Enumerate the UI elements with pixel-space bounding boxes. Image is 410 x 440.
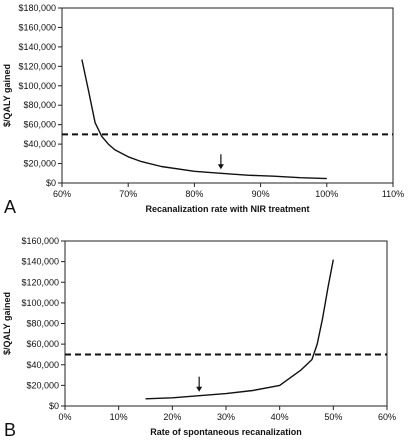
- y-tick-label: $40,000: [26, 360, 59, 370]
- x-tick-label: 60%: [53, 189, 71, 199]
- x-tick-label: 50%: [324, 412, 342, 422]
- panel-letter-b: B: [4, 420, 16, 440]
- y-tick-label: $0: [46, 178, 56, 188]
- arrow-head: [196, 386, 203, 392]
- y-tick-label: $60,000: [23, 120, 56, 130]
- y-tick-label: $80,000: [26, 319, 59, 329]
- x-tick-label: 20%: [163, 412, 181, 422]
- x-tick-label: 90%: [252, 189, 270, 199]
- plot-frame: [61, 7, 394, 184]
- panel-letter-a: A: [4, 197, 16, 217]
- x-tick-label: 40%: [271, 412, 289, 422]
- y-tick-label: $40,000: [23, 139, 56, 149]
- y-tick-label: $60,000: [26, 339, 59, 349]
- arrow-head: [217, 164, 224, 170]
- y-tick-label: $100,000: [21, 298, 59, 308]
- y-tick-label: $100,000: [18, 81, 56, 91]
- x-tick-label: 110%: [382, 189, 404, 199]
- x-axis-label: Rate of spontaneous recanalization: [150, 427, 302, 437]
- plot-frame: [64, 240, 388, 407]
- series-line: [145, 259, 334, 400]
- y-tick-label: $180,000: [18, 3, 56, 13]
- y-tick-label: $120,000: [18, 61, 56, 71]
- y-axis-label: $/QALY gained: [2, 292, 12, 355]
- x-axis-label: Recanalization rate with NIR treatment: [145, 204, 309, 214]
- x-tick-label: 30%: [217, 412, 235, 422]
- x-tick-label: 80%: [185, 189, 203, 199]
- series-line: [81, 59, 327, 180]
- y-tick-label: $0: [49, 401, 59, 411]
- x-tick-label: 100%: [315, 189, 338, 199]
- y-axis-label: $/QALY gained: [2, 64, 12, 127]
- y-tick-label: $120,000: [21, 277, 59, 287]
- panel-a-chart: $0 $20,000 $40,000 $60,000 $80,000 $100,000 $1…: [2, 3, 404, 214]
- y-tick-label: $20,000: [23, 159, 56, 169]
- y-tick-label: $160,000: [21, 236, 59, 246]
- x-tick-label: 60%: [378, 412, 396, 422]
- x-tick-label: 10%: [110, 412, 128, 422]
- y-tick-label: $140,000: [21, 257, 59, 267]
- x-tick-label: 70%: [119, 189, 137, 199]
- x-tick-label: 0%: [58, 412, 71, 422]
- y-tick-label: $80,000: [23, 100, 56, 110]
- panel-b-chart: $0 $20,000 $40,000 $60,000 $80,000 $100,000 $1…: [2, 236, 396, 437]
- y-tick-label: $160,000: [18, 22, 56, 32]
- y-tick-label: $140,000: [18, 42, 56, 52]
- y-tick-label: $20,000: [26, 380, 59, 390]
